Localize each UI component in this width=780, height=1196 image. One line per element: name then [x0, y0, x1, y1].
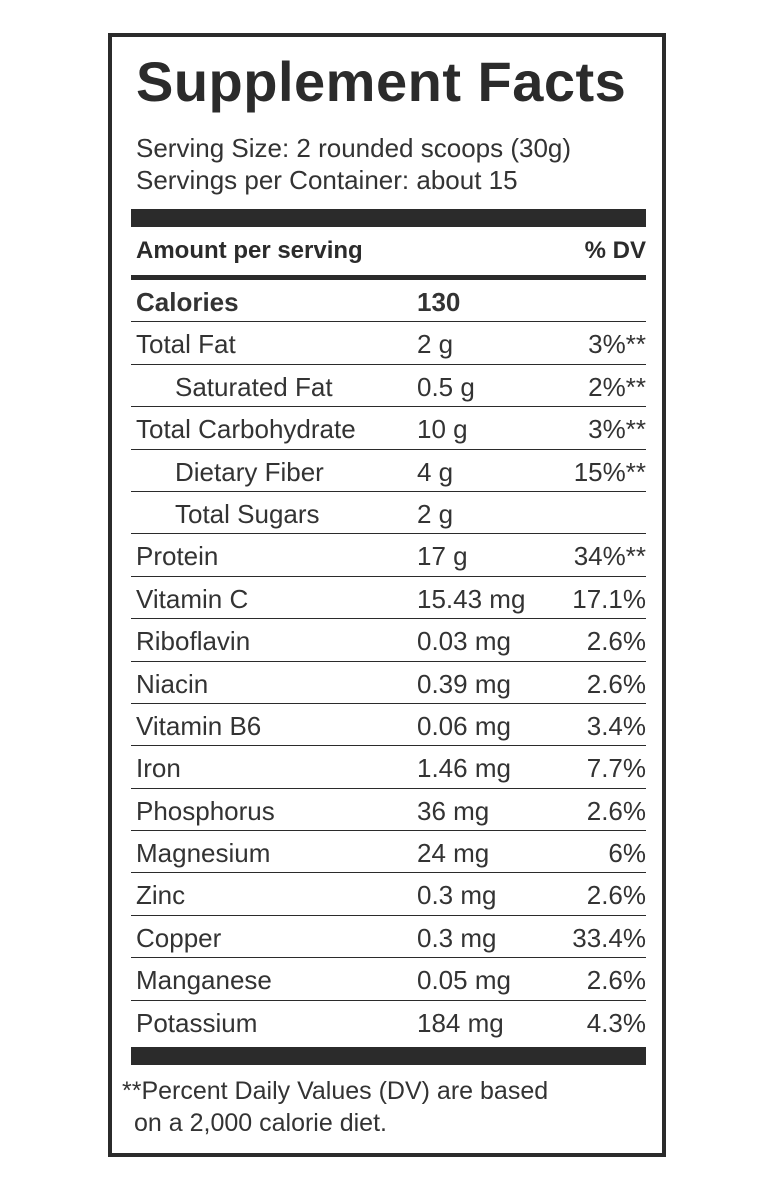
nutrient-amount: 17 g: [417, 541, 468, 572]
nutrient-daily-value: 4.3%: [586, 1007, 646, 1038]
nutrient-name: Iron: [136, 753, 181, 784]
nutrient-name: Zinc: [136, 880, 186, 911]
servings-per-container: Servings per Container: about 15: [136, 165, 518, 195]
serving-info: Serving Size: 2 rounded scoops (30g) Ser…: [136, 132, 571, 196]
nutrient-amount: 0.5 g: [417, 371, 475, 402]
nutrient-name: Potassium: [136, 1007, 258, 1038]
nutrient-daily-value: 6%: [608, 838, 646, 869]
nutrient-name: Total Sugars: [175, 498, 320, 529]
nutrient-row: Total Fat 2 g 3%**: [131, 322, 646, 365]
nutrient-name: Vitamin B6: [136, 710, 262, 741]
supplement-facts-panel: Supplement Facts Serving Size: 2 rounded…: [108, 33, 666, 1157]
nutrient-row: Iron 1.46 mg 7.7%: [131, 746, 646, 789]
nutrient-daily-value: 33.4%: [572, 922, 646, 953]
nutrient-name: Copper: [136, 922, 222, 953]
nutrient-row: Vitamin B6 0.06 mg 3.4%: [131, 704, 646, 747]
nutrient-row: Phosphorus 36 mg 2.6%: [131, 789, 646, 832]
nutrient-row: Riboflavin 0.03 mg 2.6%: [131, 619, 646, 662]
nutrient-daily-value: 2.6%: [586, 965, 646, 996]
nutrient-amount: 15.43 mg: [417, 583, 526, 614]
nutrient-amount: 0.3 mg: [417, 880, 497, 911]
nutrient-daily-value: 2.6%: [586, 880, 646, 911]
nutrient-daily-value: 2.6%: [586, 795, 646, 826]
nutrient-amount: 0.05 mg: [417, 965, 511, 996]
nutrient-daily-value: 3.4%: [586, 710, 646, 741]
nutrient-name: Saturated Fat: [175, 371, 333, 402]
nutrient-daily-value: 3%**: [588, 414, 646, 445]
nutrient-amount: 4 g: [417, 456, 454, 487]
nutrient-name: Manganese: [136, 965, 272, 996]
nutrient-name: Total Fat: [136, 329, 236, 360]
header-divider: [131, 275, 646, 280]
serving-size: Serving Size: 2 rounded scoops (30g): [136, 133, 572, 163]
nutrient-name: Dietary Fiber: [175, 456, 324, 487]
nutrient-daily-value: 17.1%: [572, 583, 646, 614]
nutrient-row: Total Carbohydrate 10 g 3%**: [131, 407, 646, 450]
nutrient-amount: 0.03 mg: [417, 626, 511, 657]
nutrient-name: Riboflavin: [136, 626, 251, 657]
nutrient-row: Zinc 0.3 mg 2.6%: [131, 873, 646, 916]
nutrient-amount: 24 mg: [417, 838, 490, 869]
nutrient-amount: 2 g: [417, 329, 454, 360]
nutrient-amount: 36 mg: [417, 795, 490, 826]
amount-per-serving-header: Amount per serving: [136, 237, 363, 264]
nutrient-daily-value: 2%**: [588, 371, 646, 402]
footnote-line-1: **Percent Daily Values (DV) are based: [122, 1077, 549, 1105]
nutrient-amount: 0.3 mg: [417, 922, 497, 953]
nutrient-row: Vitamin C 15.43 mg 17.1%: [131, 577, 646, 620]
nutrient-row: Protein 17 g 34%**: [131, 534, 646, 577]
nutrient-daily-value: 2.6%: [586, 668, 646, 699]
nutrient-row: Magnesium 24 mg 6%: [131, 831, 646, 874]
nutrient-row: Saturated Fat 0.5 g 2%**: [131, 365, 646, 408]
nutrient-name: Niacin: [136, 668, 209, 699]
nutrient-daily-value: 3%**: [588, 329, 646, 360]
nutrient-daily-value: 2.6%: [586, 626, 646, 657]
nutrient-row: Copper 0.3 mg 33.4%: [131, 916, 646, 959]
nutrient-row: Total Sugars 2 g: [131, 492, 646, 535]
nutrient-row: Manganese 0.05 mg 2.6%: [131, 958, 646, 1001]
nutrient-name: Calories: [136, 287, 239, 317]
nutrient-amount: 2 g: [417, 498, 454, 529]
nutrient-row: Dietary Fiber 4 g 15%**: [131, 450, 646, 492]
label-title: Supplement Facts: [136, 50, 627, 113]
footnote-line-2: on a 2,000 calorie diet.: [134, 1109, 387, 1137]
nutrient-name: Total Carbohydrate: [136, 414, 356, 445]
nutrient-daily-value: 7.7%: [586, 753, 646, 784]
nutrient-amount: 184 mg: [417, 1007, 504, 1038]
footnote: **Percent Daily Values (DV) are based on…: [122, 1075, 548, 1139]
daily-value-header: % DV: [584, 237, 646, 264]
nutrient-table: Calories 130 Total Fat 2 g 3%** Saturated Fat…: [131, 280, 646, 1043]
nutrient-daily-value: 34%**: [573, 541, 646, 572]
nutrient-amount: 1.46 mg: [417, 753, 511, 784]
bottom-thick-divider: [131, 1047, 646, 1065]
nutrient-name: Protein: [136, 541, 219, 572]
nutrient-daily-value: 15%**: [573, 456, 646, 487]
nutrient-amount: 0.39 mg: [417, 668, 511, 699]
nutrient-amount: 130: [417, 287, 461, 317]
top-thick-divider: [131, 209, 646, 227]
nutrient-row: Calories 130: [131, 280, 646, 323]
nutrient-amount: 10 g: [417, 414, 468, 445]
nutrient-amount: 0.06 mg: [417, 710, 511, 741]
nutrient-name: Magnesium: [136, 838, 271, 869]
nutrient-row: Niacin 0.39 mg 2.6%: [131, 662, 646, 704]
nutrient-name: Vitamin C: [136, 583, 249, 614]
amount-header-row: Amount per serving % DV: [136, 231, 646, 271]
nutrient-name: Phosphorus: [136, 795, 275, 826]
nutrient-row: Potassium 184 mg 4.3%: [131, 1001, 646, 1043]
